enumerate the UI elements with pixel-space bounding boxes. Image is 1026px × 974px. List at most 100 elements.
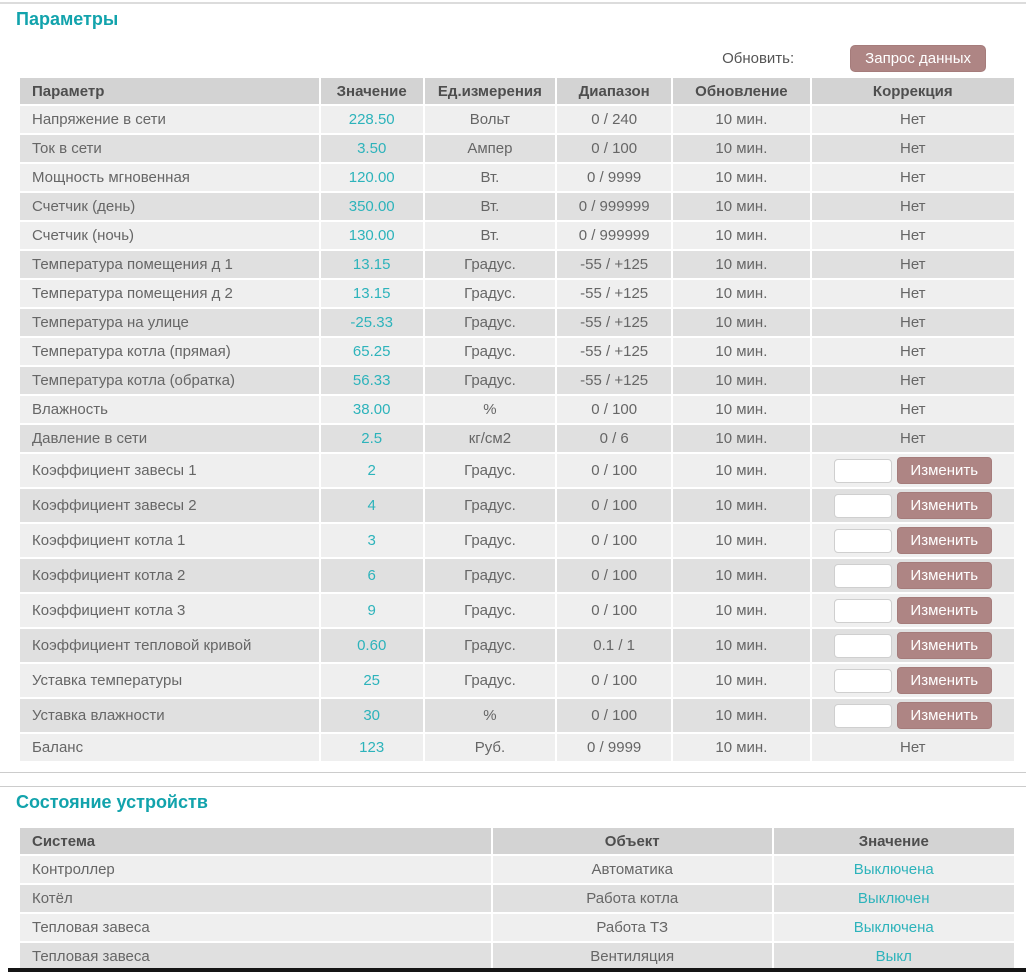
edit-button[interactable]: Изменить — [896, 527, 992, 554]
correction-input[interactable] — [833, 458, 892, 483]
parameter-value-cell: 2 — [320, 454, 423, 487]
device-object-cell: Работа котла — [492, 885, 772, 912]
parameter-range-cell: 0 / 100 — [557, 489, 672, 522]
parameter-correction-cell: Изменить — [811, 489, 1014, 522]
parameter-update-cell: 10 мин. — [673, 106, 810, 133]
parameter-range-cell: 0 / 100 — [557, 454, 672, 487]
parameter-unit-cell: Ампер — [424, 135, 556, 162]
request-data-button[interactable]: Запрос данных — [850, 44, 986, 72]
correction-input[interactable] — [833, 493, 892, 518]
parameter-row: Коэффициент котла 3 9 Градус. 0 / 100 10 мин… — [20, 594, 1014, 627]
edit-button[interactable]: Изменить — [896, 457, 992, 484]
parameter-value-cell: 2.5 — [320, 425, 423, 452]
edit-button[interactable]: Изменить — [896, 632, 992, 659]
parameter-name-cell: Давление в сети — [20, 425, 319, 452]
parameter-name-cell: Температура котла (обратка) — [20, 367, 319, 394]
parameter-value-cell: 120.00 — [320, 164, 423, 191]
edit-button[interactable]: Изменить — [896, 492, 992, 519]
parameter-value-cell: -25.33 — [320, 309, 423, 336]
device-state-cell: Выключена — [773, 914, 1014, 941]
parameter-row: Температура на улице -25.33 Градус. -55 / +… — [20, 309, 1014, 336]
parameter-update-cell: 10 мин. — [673, 338, 810, 365]
correction-input[interactable] — [833, 703, 892, 728]
parameter-unit-cell: Градус. — [424, 454, 556, 487]
parameter-value-cell: 6 — [320, 559, 423, 592]
parameter-unit-cell: % — [424, 396, 556, 423]
device-row: Котёл Работа котла Выключен — [20, 885, 1014, 912]
parameter-row: Коэффициент завесы 2 4 Градус. 0 / 100 10 ми… — [20, 489, 1014, 522]
device-system-cell: Тепловая завеса — [20, 914, 491, 941]
edit-button[interactable]: Изменить — [896, 597, 992, 624]
parameter-update-cell: 10 мин. — [673, 425, 810, 452]
parameter-range-cell: -55 / +125 — [557, 367, 672, 394]
parameter-unit-cell: Градус. — [424, 524, 556, 557]
parameter-value-cell: 123 — [320, 734, 423, 761]
parameter-row: Коэффициент котла 1 3 Градус. 0 / 100 10 мин… — [20, 524, 1014, 557]
section-divider-top — [0, 772, 1026, 773]
parameter-row: Коэффициент котла 2 6 Градус. 0 / 100 10 мин… — [20, 559, 1014, 592]
correction-input[interactable] — [833, 668, 892, 693]
column-header-value: Значение — [320, 78, 423, 104]
parameter-name-cell: Температура помещения д 1 — [20, 251, 319, 278]
parameter-update-cell: 10 мин. — [673, 164, 810, 191]
device-state-cell: Выключен — [773, 885, 1014, 912]
correction-input[interactable] — [833, 528, 892, 553]
edit-button[interactable]: Изменить — [896, 562, 992, 589]
parameter-value-cell: 25 — [320, 664, 423, 697]
parameter-name-cell: Счетчик (день) — [20, 193, 319, 220]
column-header-system: Система — [20, 828, 491, 854]
edit-button[interactable]: Изменить — [896, 702, 992, 729]
parameter-update-cell: 10 мин. — [673, 135, 810, 162]
parameter-correction-cell: Нет — [811, 338, 1014, 365]
device-object-cell: Автоматика — [492, 856, 772, 883]
parameter-range-cell: -55 / +125 — [557, 251, 672, 278]
parameters-table: Параметр Значение Ед.измерения Диапазон … — [18, 76, 1016, 763]
parameter-range-cell: 0 / 100 — [557, 524, 672, 557]
parameters-section-title: Параметры — [16, 9, 119, 29]
parameter-name-cell: Температура помещения д 2 — [20, 280, 319, 307]
parameter-update-cell: 10 мин. — [673, 251, 810, 278]
parameter-name-cell: Температура на улице — [20, 309, 319, 336]
parameter-unit-cell: Руб. — [424, 734, 556, 761]
parameter-correction-cell: Нет — [811, 734, 1014, 761]
edit-button[interactable]: Изменить — [896, 667, 992, 694]
parameter-range-cell: 0.1 / 1 — [557, 629, 672, 662]
column-header-unit: Ед.измерения — [424, 78, 556, 104]
parameter-range-cell: 0 / 9999 — [557, 164, 672, 191]
parameter-value-cell: 38.00 — [320, 396, 423, 423]
correction-input[interactable] — [833, 563, 892, 588]
parameter-correction-cell: Изменить — [811, 524, 1014, 557]
parameter-unit-cell: кг/см2 — [424, 425, 556, 452]
bottom-edge-bar — [8, 968, 1026, 972]
parameter-unit-cell: Градус. — [424, 280, 556, 307]
parameter-name-cell: Коэффициент тепловой кривой — [20, 629, 319, 662]
parameter-row: Счетчик (ночь) 130.00 Вт. 0 / 999999 10 мин.… — [20, 222, 1014, 249]
correction-input[interactable] — [833, 633, 892, 658]
parameter-name-cell: Коэффициент котла 1 — [20, 524, 319, 557]
device-system-cell: Котёл — [20, 885, 491, 912]
parameter-name-cell: Мощность мгновенная — [20, 164, 319, 191]
parameter-correction-cell: Нет — [811, 251, 1014, 278]
device-state-cell: Выкл — [773, 943, 1014, 970]
correction-input[interactable] — [833, 598, 892, 623]
parameter-correction-cell: Нет — [811, 222, 1014, 249]
parameter-update-cell: 10 мин. — [673, 559, 810, 592]
parameter-value-cell: 228.50 — [320, 106, 423, 133]
parameter-unit-cell: Градус. — [424, 594, 556, 627]
parameter-row: Температура помещения д 2 13.15 Градус. -55… — [20, 280, 1014, 307]
device-row: Тепловая завеса Работа ТЗ Выключена — [20, 914, 1014, 941]
parameters-header-row: Параметр Значение Ед.измерения Диапазон … — [20, 78, 1014, 104]
parameter-correction-cell: Нет — [811, 309, 1014, 336]
parameter-unit-cell: Градус. — [424, 629, 556, 662]
parameter-correction-cell: Изменить — [811, 594, 1014, 627]
parameter-update-cell: 10 мин. — [673, 524, 810, 557]
parameter-name-cell: Коэффициент завесы 2 — [20, 489, 319, 522]
parameter-range-cell: -55 / +125 — [557, 338, 672, 365]
parameter-unit-cell: Вольт — [424, 106, 556, 133]
parameter-value-cell: 9 — [320, 594, 423, 627]
parameter-unit-cell: Градус. — [424, 489, 556, 522]
parameter-update-cell: 10 мин. — [673, 629, 810, 662]
devices-header-row: Система Объект Значение — [20, 828, 1014, 854]
parameter-correction-cell: Нет — [811, 280, 1014, 307]
parameter-name-cell: Коэффициент котла 2 — [20, 559, 319, 592]
